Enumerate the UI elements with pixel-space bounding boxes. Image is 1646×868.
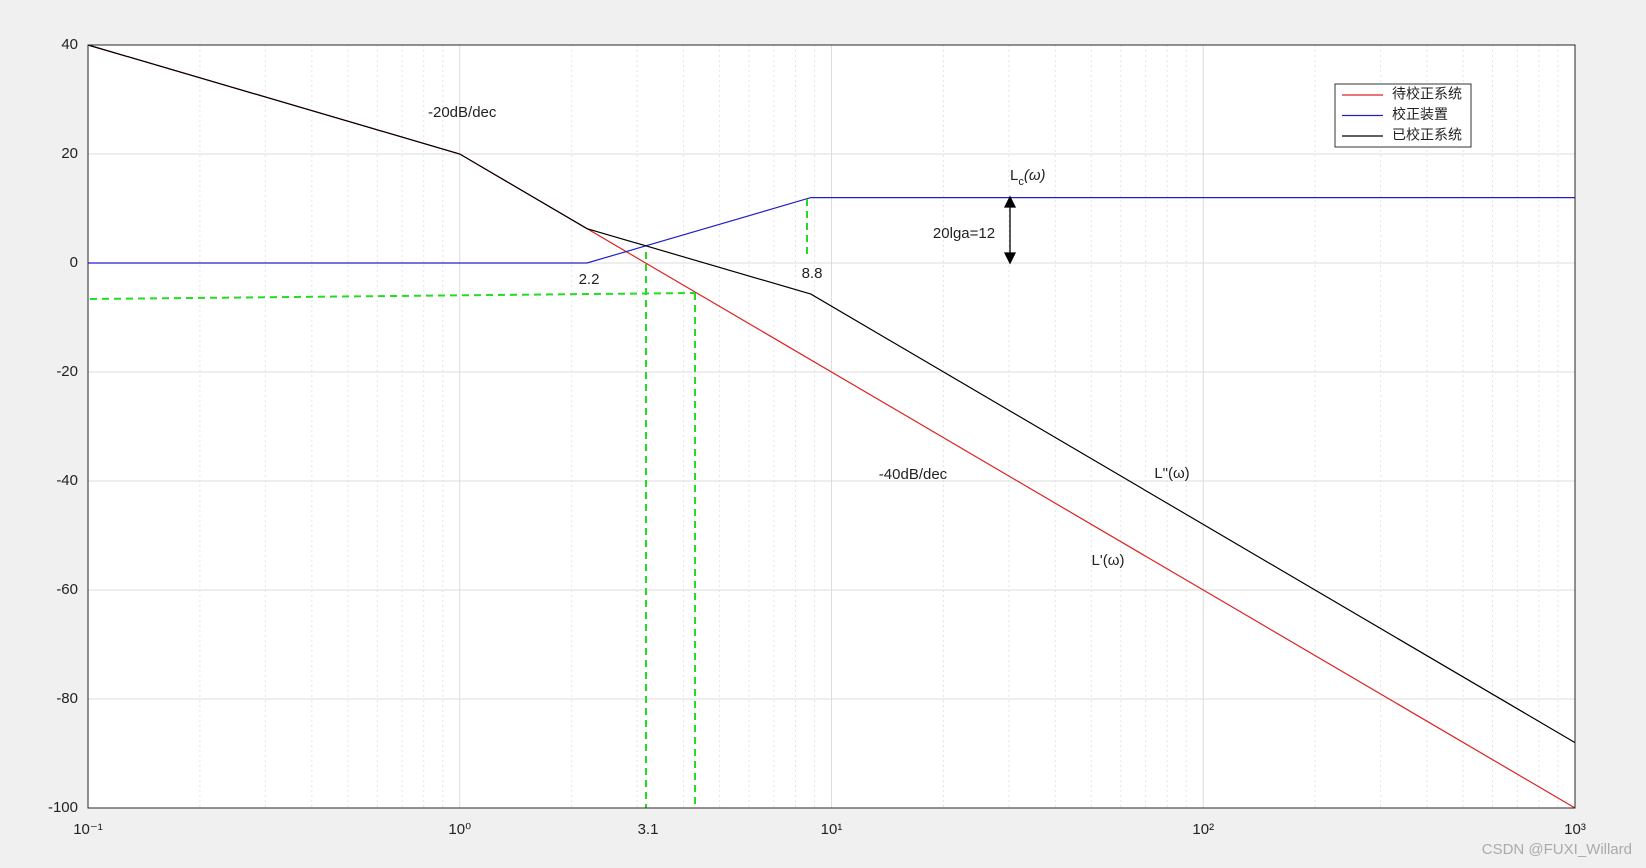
legend-label: 待校正系统 xyxy=(1392,86,1462,102)
x-tick-label: 10² xyxy=(1192,821,1214,838)
guide-line xyxy=(89,292,696,300)
y-tick-label: -80 xyxy=(56,690,78,707)
y-tick-label: 40 xyxy=(61,36,78,53)
y-tick-label: -40 xyxy=(56,472,78,489)
annotations: -20dB/dec 2.2 8.8 20lga=12 -40dB/dec 3.1 L"(ω)… xyxy=(428,104,1190,838)
arrow-head xyxy=(1003,252,1017,265)
annotation: -40dB/dec xyxy=(879,466,948,483)
legend-label: 已校正系统 xyxy=(1392,127,1462,143)
annotation: -20dB/dec xyxy=(428,104,497,121)
annotation: 8.8 xyxy=(802,265,823,282)
legend-label: 校正装置 xyxy=(1392,106,1448,122)
x-tick-label: 10¹ xyxy=(821,821,843,838)
lc-arg: (ω) xyxy=(1024,167,1046,184)
y-tick-label: 20 xyxy=(61,145,78,162)
guides xyxy=(89,199,808,808)
y-tick-label: -60 xyxy=(56,581,78,598)
axes-box xyxy=(87,44,1576,809)
annotation: 3.1 xyxy=(638,821,659,838)
series-line xyxy=(88,197,1575,264)
y-tick-label: -20 xyxy=(56,363,78,380)
x-tick-label: 10⁰ xyxy=(448,821,471,838)
lc-label: Lc(ω) xyxy=(1010,167,1046,188)
lc-sub: c xyxy=(1018,176,1024,188)
annotation: L"(ω) xyxy=(1154,465,1189,482)
watermark: CSDN @FUXI_Willard xyxy=(1482,841,1632,858)
lines xyxy=(87,44,1576,809)
y-tick-label: -100 xyxy=(48,799,78,816)
lc-main: L xyxy=(1010,167,1018,184)
arrow xyxy=(1003,195,1017,265)
x-tick-label: 10⁻¹ xyxy=(73,821,103,838)
y-tick-label: 0 xyxy=(70,254,78,271)
annotation: L'(ω) xyxy=(1092,552,1125,569)
annotation: 20lga=12 xyxy=(933,225,995,242)
series-line xyxy=(87,44,1576,744)
annotation: 2.2 xyxy=(579,271,600,288)
x-tick-label: 10³ xyxy=(1564,821,1586,838)
arrow-head xyxy=(1003,195,1017,208)
